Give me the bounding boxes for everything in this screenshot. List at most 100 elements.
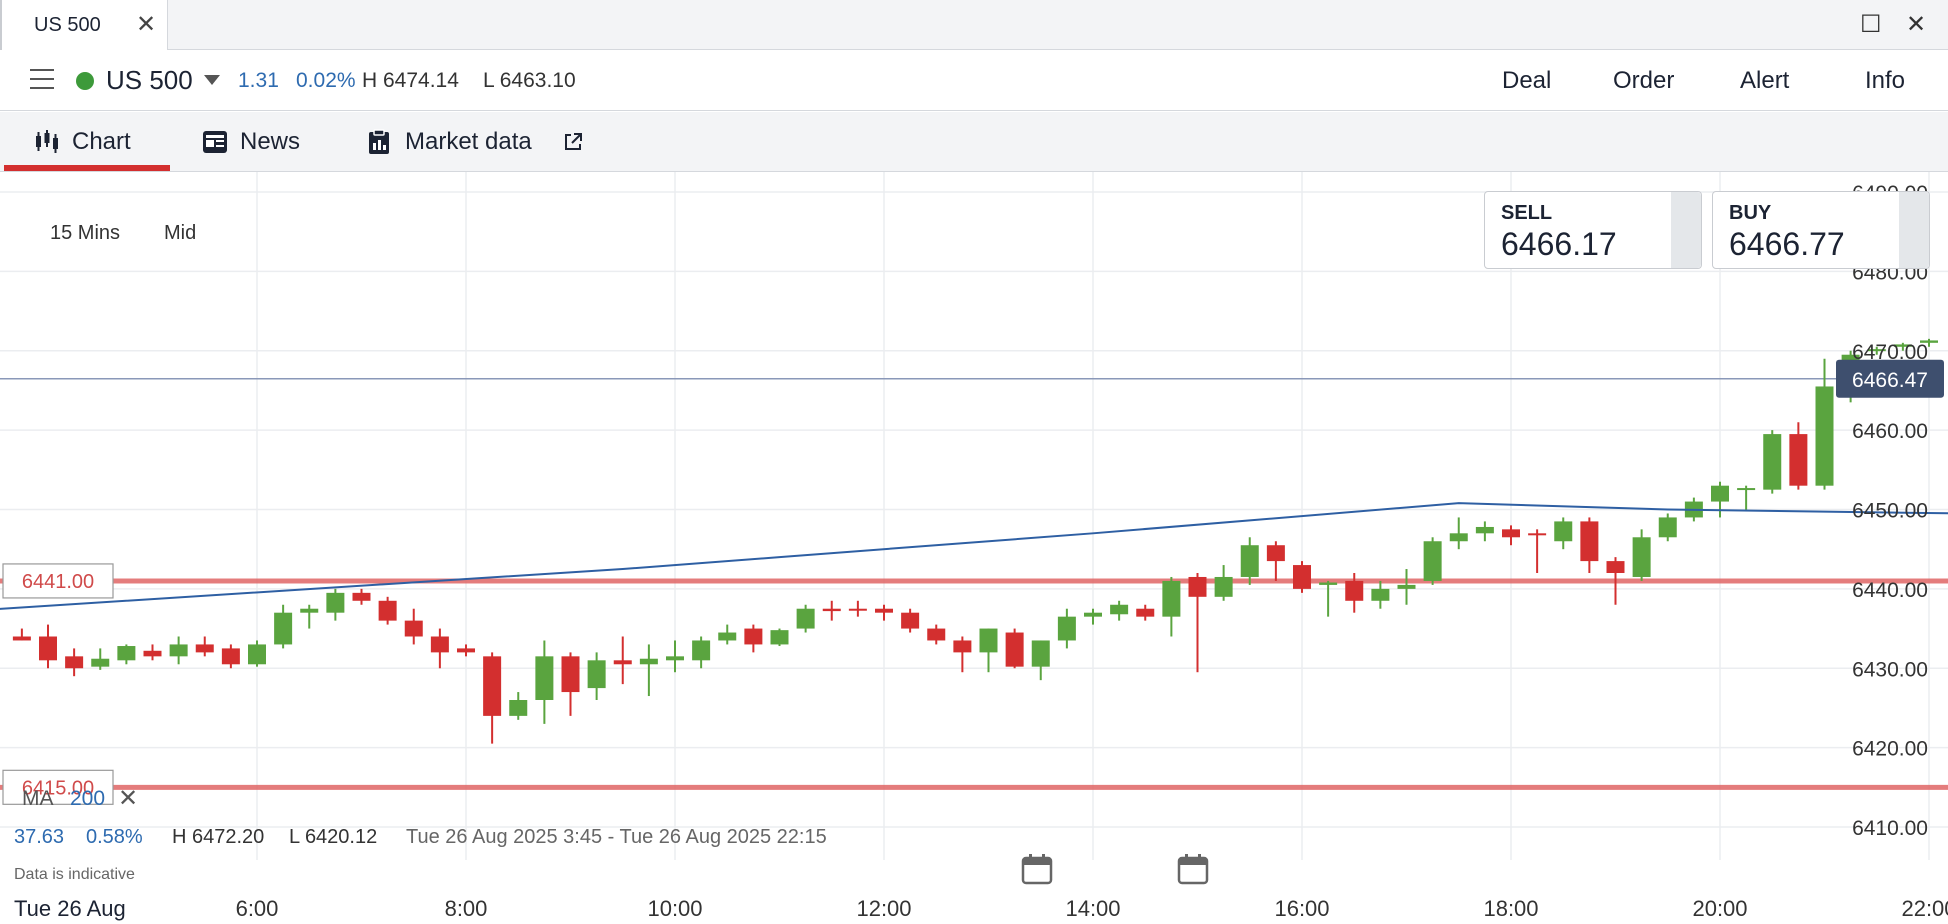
candle-body: [326, 592, 345, 613]
candle-body: [639, 658, 658, 665]
buy-price: 6466.77: [1729, 226, 1845, 262]
candle-body: [1162, 580, 1181, 617]
info-button[interactable]: Info: [1865, 67, 1906, 94]
active-tab-indicator: [4, 165, 170, 171]
sell-button[interactable]: SELL 6466.17: [1484, 191, 1702, 269]
buy-button[interactable]: BUY 6466.77: [1712, 191, 1930, 269]
price-level-tag: [2, 563, 114, 599]
external-link-icon: [565, 133, 582, 150]
candle-body: [587, 660, 606, 689]
candlestick-icon: [36, 130, 58, 153]
tab-chart-label: Chart: [72, 128, 131, 155]
x-axis-tick-label: 8:00: [445, 896, 488, 921]
candle-body: [1214, 576, 1233, 597]
order-button[interactable]: Order: [1613, 67, 1675, 94]
session-low: L 6463.10: [483, 69, 576, 92]
close-window-icon[interactable]: ✕: [1906, 11, 1927, 38]
price-level-label: 6441.00: [22, 571, 94, 593]
sell-label: SELL: [1501, 202, 1553, 224]
candle-body: [561, 656, 580, 693]
candle-body: [12, 636, 31, 641]
candle-body: [91, 658, 110, 667]
candle-body: [1763, 434, 1782, 490]
instrument-toolbar: US 500 1.31 0.02% H 6474.14 L 6463.10 De…: [0, 51, 1948, 111]
candle-body: [1397, 584, 1416, 589]
x-axis-tick-label: 22:00: [1901, 896, 1948, 921]
tab-close-icon[interactable]: ✕: [136, 11, 157, 38]
candle-body: [1345, 580, 1364, 601]
candle-body: [666, 656, 684, 661]
buy-strip: [1899, 192, 1929, 268]
price-level-tag: [2, 769, 114, 805]
price-change: 1.31: [238, 69, 279, 92]
candle-body: [117, 646, 136, 661]
calendar-icon[interactable]: [1020, 852, 1054, 886]
deal-button[interactable]: Deal: [1502, 67, 1552, 94]
candle-body: [221, 648, 240, 665]
alert-button[interactable]: Alert: [1740, 67, 1790, 94]
window-tab[interactable]: US 500 ✕: [0, 0, 168, 50]
title-bar: US 500 ✕ ☐ ✕: [0, 0, 1948, 50]
candle-body: [718, 632, 737, 641]
candle-body: [1423, 541, 1442, 581]
x-axis-tick-label: 6:00: [236, 896, 279, 921]
candle-body: [1240, 545, 1259, 577]
candle-body: [613, 660, 632, 665]
tab-news-label: News: [240, 128, 301, 155]
candle-body: [770, 630, 789, 645]
candle-body: [1867, 349, 1886, 352]
tab-news[interactable]: News: [190, 112, 320, 172]
candle-body: [796, 608, 815, 629]
x-axis-tick-label: 16:00: [1274, 896, 1329, 921]
range-high: H 6472.20: [172, 826, 265, 848]
candle-body: [1815, 386, 1834, 486]
remove-indicator-icon[interactable]: ✕: [118, 785, 139, 812]
chevron-down-icon[interactable]: [204, 75, 220, 85]
y-axis-tick-label: 6420.00: [1852, 738, 1928, 761]
news-icon: [203, 131, 227, 153]
disclaimer-text: Data is indicative: [14, 866, 135, 883]
candle-body: [1319, 582, 1338, 585]
tab-chart[interactable]: Chart: [0, 112, 170, 172]
candle-body: [1266, 545, 1285, 562]
y-axis-tick-label: 6410.00: [1852, 817, 1928, 840]
maximize-icon[interactable]: ☐: [1860, 11, 1882, 38]
buy-label: BUY: [1729, 202, 1772, 224]
candle-body: [143, 650, 162, 657]
candle-body: [875, 608, 893, 613]
tab-title: US 500: [34, 14, 101, 36]
candle-body: [1789, 434, 1808, 486]
y-axis-tick-label: 6430.00: [1852, 658, 1928, 681]
current-price-tag: [1836, 359, 1944, 398]
y-axis-tick-label: 6440.00: [1852, 579, 1928, 602]
clipboard-icon: [369, 129, 389, 154]
candle-body: [1449, 533, 1468, 542]
price-chart[interactable]: 6441.00 6415.00 6410.00 6420.00 6430.00 6440…: [0, 172, 1948, 924]
range-change-percent: 0.58%: [86, 826, 143, 848]
y-axis-tick-label: 6450.00: [1852, 500, 1928, 523]
instrument-name[interactable]: US 500: [106, 65, 193, 95]
timeframe-selector[interactable]: 15 Mins: [50, 222, 121, 244]
candle-body: [1475, 526, 1494, 534]
calendar-icon[interactable]: [1176, 852, 1210, 886]
candle-body: [953, 640, 972, 653]
candle-body: [1580, 521, 1599, 562]
range-change: 37.63: [14, 826, 65, 848]
indicator-name: MA: [22, 787, 54, 810]
candle-body: [979, 628, 998, 653]
price-type-selector[interactable]: Mid: [164, 222, 197, 244]
tab-market-data[interactable]: Market data: [352, 112, 592, 172]
indicator-period[interactable]: 200: [70, 787, 106, 810]
x-axis-tick-label: 12:00: [856, 896, 911, 921]
range-low: L 6420.12: [289, 826, 378, 848]
candle-body: [1632, 537, 1651, 577]
hamburger-menu-icon[interactable]: [30, 69, 54, 89]
candle-body: [1606, 561, 1625, 573]
moving-average-line: [0, 502, 1948, 610]
candle-body: [404, 620, 423, 637]
candle-body: [1893, 344, 1912, 347]
candle-body: [848, 608, 867, 611]
candle-body: [744, 628, 763, 645]
candle-body: [1188, 576, 1207, 597]
price-level-label: 6415.00: [22, 777, 94, 799]
